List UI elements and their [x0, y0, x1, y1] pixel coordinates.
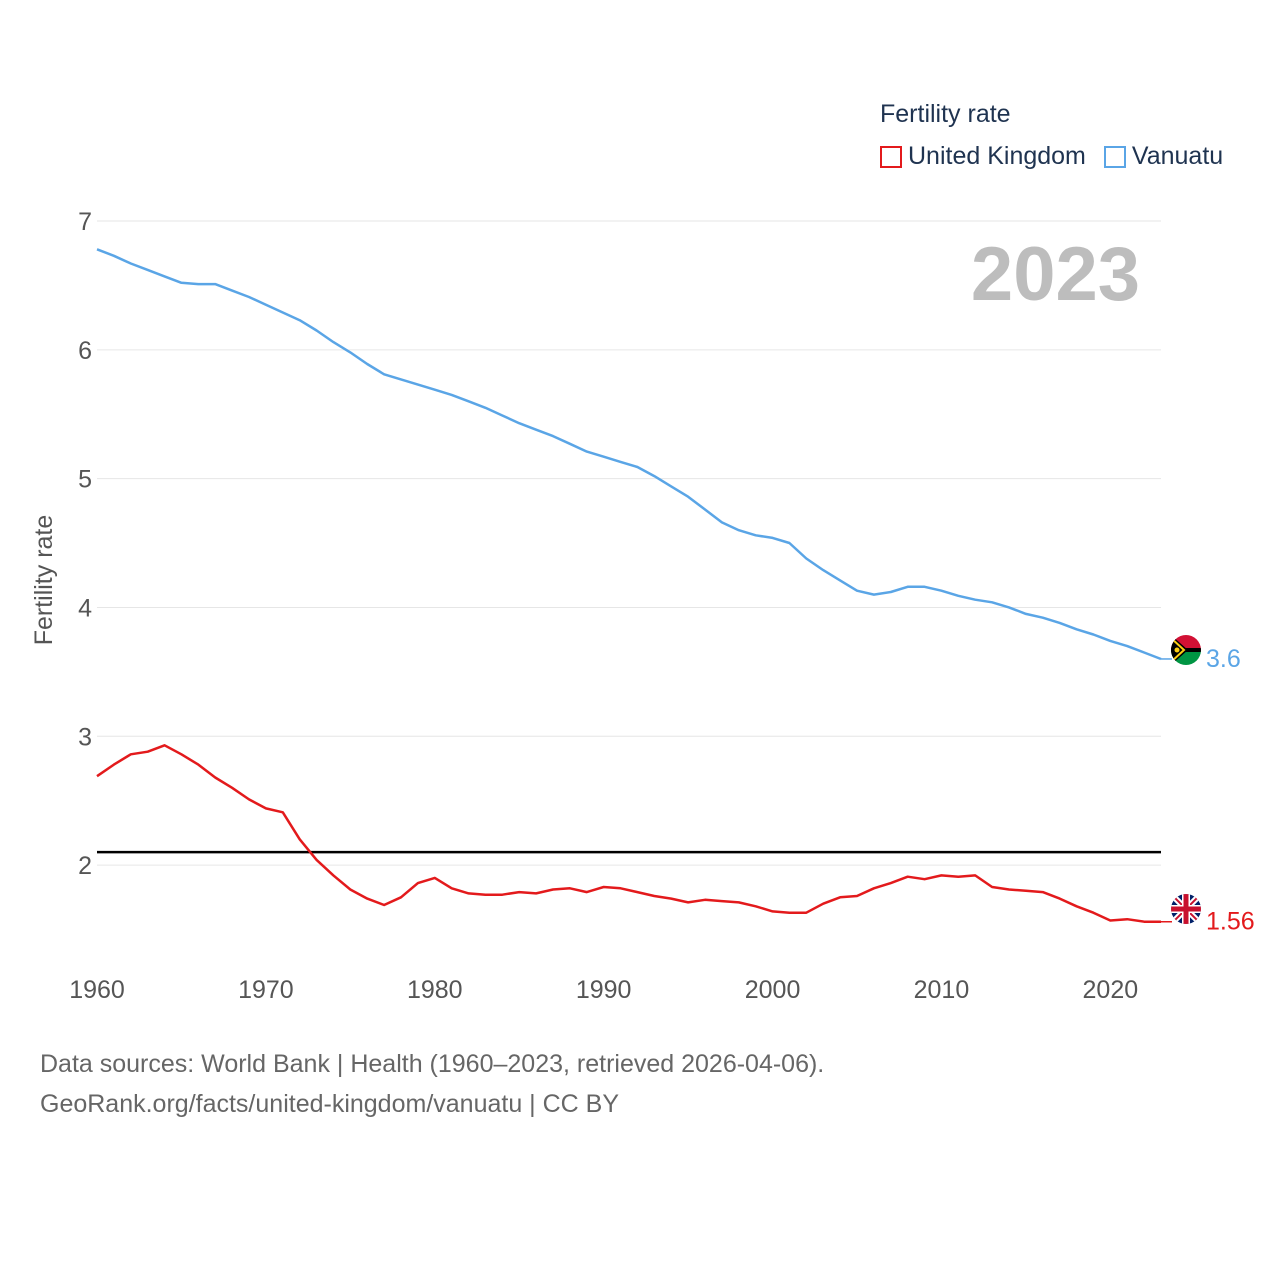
x-tick-labels: 1960 1970 1980 1990 2000 2010 2020 — [69, 976, 1138, 1004]
y-tick-label: 6 — [78, 337, 92, 365]
x-tick-label: 1960 — [69, 976, 125, 1004]
year-watermark: 2023 — [971, 232, 1140, 317]
x-tick-label: 2000 — [745, 976, 801, 1004]
legend: United Kingdom Vanuatu — [880, 142, 1241, 171]
end-value-label-vanuatu: 3.6 — [1206, 645, 1241, 673]
x-tick-label: 2020 — [1083, 976, 1139, 1004]
series-line-vanuatu — [96, 248, 1162, 661]
end-value-label-united-kingdom: 1.56 — [1206, 908, 1255, 936]
series-group — [96, 248, 1172, 923]
y-tick-label: 5 — [78, 466, 92, 494]
legend-item-united-kingdom[interactable]: United Kingdom — [880, 142, 1086, 171]
y-tick-label: 2 — [78, 852, 92, 880]
grid-lines — [97, 220, 1161, 866]
x-tick-label: 1990 — [576, 976, 632, 1004]
legend-swatch-united-kingdom — [880, 145, 902, 168]
end-markers — [1171, 635, 1201, 924]
legend-swatch-vanuatu — [1103, 145, 1126, 168]
x-tick-label: 2010 — [914, 976, 970, 1004]
y-tick-label: 3 — [78, 723, 92, 751]
footer-link[interactable]: GeoRank.org/facts/united-kingdom/vanuatu… — [40, 1090, 620, 1118]
y-tick-label: 7 — [78, 208, 92, 236]
vanuatu-flag-icon — [1171, 635, 1201, 665]
y-axis-label: Fertility rate — [30, 515, 58, 646]
legend-title: Fertility rate — [880, 100, 1011, 128]
footer-sources: Data sources: World Bank | Health (1960–… — [40, 1050, 825, 1078]
series-line-united-kingdom — [96, 744, 1161, 923]
united-kingdom-flag-icon — [1171, 894, 1201, 924]
x-tick-label: 1970 — [238, 976, 294, 1004]
footer: Data sources: World Bank | Health (1960–… — [40, 1044, 824, 1124]
legend-label-vanuatu: Vanuatu — [1131, 142, 1224, 170]
y-tick-label: 4 — [78, 594, 92, 622]
legend-label-united-kingdom: United Kingdom — [908, 142, 1086, 170]
x-tick-label: 1980 — [407, 976, 463, 1004]
legend-item-vanuatu[interactable]: Vanuatu — [1103, 142, 1224, 171]
end-value-labels: 1.56 3.6 — [1206, 645, 1255, 936]
y-tick-labels: 2 3 4 5 6 7 — [78, 208, 92, 880]
